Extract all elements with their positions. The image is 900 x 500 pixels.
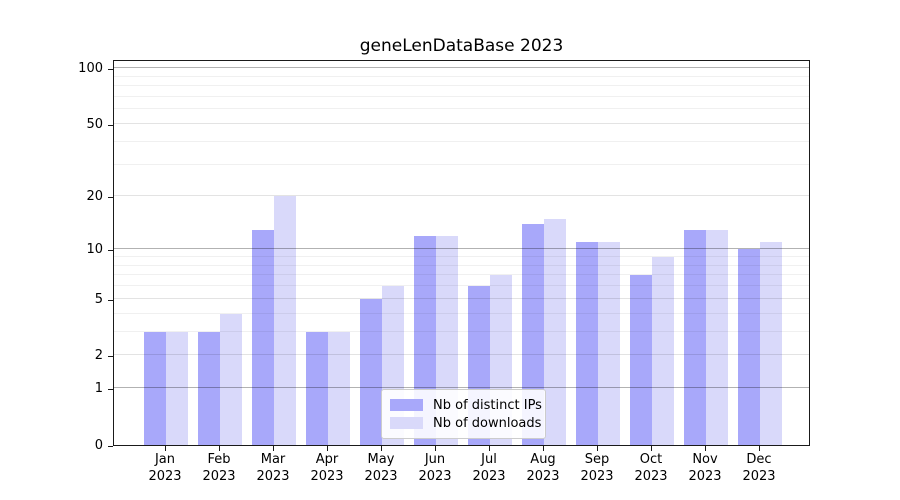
bar-distinct-ips-mar <box>252 229 274 445</box>
bar-distinct-ips-apr <box>306 331 328 445</box>
x-tick-mark-oct <box>651 446 652 451</box>
y-tick-label-100: 100 <box>78 61 103 77</box>
y-tick-label-50: 50 <box>86 117 103 132</box>
y-tick-mark-50 <box>108 125 113 126</box>
gridline-30 <box>114 163 809 165</box>
gridline-60 <box>114 108 809 110</box>
x-tick-label-apr: Apr 2023 <box>310 452 344 484</box>
legend-label-downloads: Nb of downloads <box>433 415 542 431</box>
x-tick-mark-apr <box>327 446 328 451</box>
y-tick-mark-2 <box>108 356 113 358</box>
x-tick-mark-nov <box>705 446 706 451</box>
gridline-80 <box>114 85 809 87</box>
x-tick-label-oct: Oct 2023 <box>634 452 668 484</box>
bar-downloads-aug <box>544 218 566 445</box>
y-tick-mark-100 <box>108 69 113 71</box>
x-tick-mark-dec <box>759 446 760 451</box>
legend: Nb of distinct IPs Nb of downloads <box>381 389 546 439</box>
x-tick-label-dec: Dec 2023 <box>742 452 776 484</box>
y-tick-label-0: 0 <box>94 438 103 453</box>
bar-downloads-sep <box>598 242 620 445</box>
y-tick-mark-5 <box>108 299 113 301</box>
x-tick-mark-jan <box>165 446 166 451</box>
bar-distinct-ips-may <box>360 298 382 445</box>
y-tick-mark-0 <box>108 446 113 447</box>
bar-downloads-feb <box>220 313 242 445</box>
bar-downloads-mar <box>274 196 296 445</box>
bar-downloads-dec <box>760 242 782 445</box>
y-tick-mark-10 <box>108 250 113 252</box>
bar-distinct-ips-feb <box>198 331 220 445</box>
gridline-70 <box>114 96 809 97</box>
y-tick-mark-1 <box>108 389 113 391</box>
x-tick-mark-may <box>381 446 382 451</box>
x-tick-label-may: May 2023 <box>364 452 398 484</box>
gridline-50 <box>114 123 809 124</box>
x-tick-label-nov: Nov 2023 <box>688 452 722 484</box>
gridline-40 <box>114 140 809 142</box>
bar-downloads-jan <box>166 331 188 445</box>
bar-distinct-ips-jan <box>144 331 166 445</box>
y-tick-mark-20 <box>108 197 113 199</box>
x-tick-label-sep: Sep 2023 <box>580 452 614 484</box>
y-tick-label-2: 2 <box>94 348 103 364</box>
x-tick-label-jul: Jul 2023 <box>472 452 506 484</box>
bar-distinct-ips-dec <box>738 249 760 445</box>
gridline-100 <box>114 67 809 69</box>
bar-distinct-ips-nov <box>684 229 706 445</box>
gridline-90 <box>114 75 809 77</box>
x-tick-mark-mar <box>273 446 274 451</box>
x-tick-mark-aug <box>543 446 544 451</box>
legend-item-downloads: Nb of downloads <box>390 414 541 432</box>
bar-downloads-oct <box>652 257 674 445</box>
y-tick-label-20: 20 <box>86 189 103 205</box>
x-tick-mark-sep <box>597 446 598 451</box>
x-tick-label-jan: Jan 2023 <box>148 452 182 484</box>
x-tick-mark-jun <box>435 446 436 451</box>
plot-area: Nb of distinct IPs Nb of downloads <box>113 60 810 446</box>
x-tick-mark-jul <box>489 446 490 451</box>
y-tick-label-10: 10 <box>86 242 103 258</box>
chart-title: geneLenDataBase 2023 <box>359 36 564 56</box>
bar-downloads-apr <box>328 331 350 445</box>
legend-swatch-distinct-ips <box>390 399 423 411</box>
bar-distinct-ips-oct <box>630 275 652 445</box>
x-tick-label-feb: Feb 2023 <box>202 452 236 484</box>
bar-distinct-ips-sep <box>576 242 598 445</box>
legend-swatch-downloads <box>390 417 423 429</box>
y-tick-label-5: 5 <box>94 291 103 307</box>
x-tick-label-mar: Mar 2023 <box>256 452 290 484</box>
gridline-20 <box>114 195 809 197</box>
legend-item-distinct-ips: Nb of distinct IPs <box>390 396 542 414</box>
legend-label-distinct-ips: Nb of distinct IPs <box>433 397 542 413</box>
y-tick-label-1: 1 <box>94 381 103 397</box>
bar-downloads-nov <box>706 229 728 445</box>
x-tick-mark-feb <box>219 446 220 451</box>
x-tick-label-jun: Jun 2023 <box>418 452 452 484</box>
x-tick-label-aug: Aug 2023 <box>526 452 560 484</box>
